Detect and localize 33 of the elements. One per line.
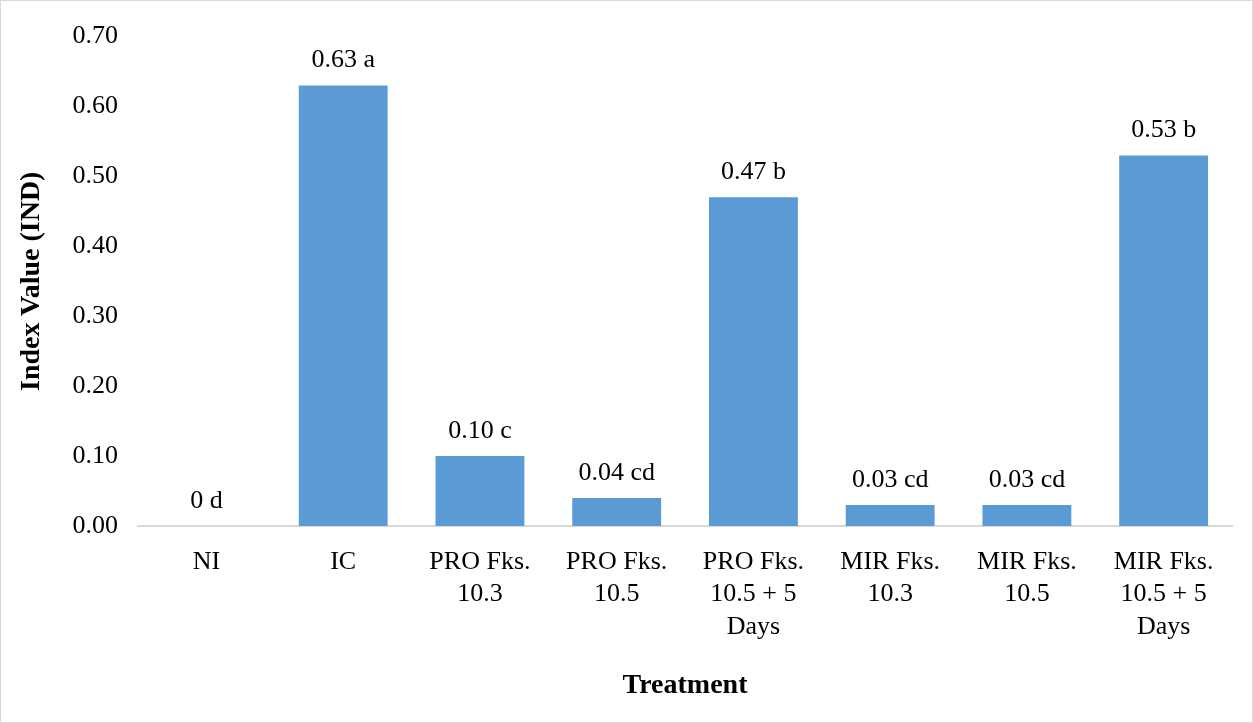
data-label: 0.04 cd	[578, 456, 655, 486]
x-tick-label: MIR Fks. 10.5	[977, 545, 1077, 608]
bar	[1119, 155, 1209, 526]
y-tick-label: 0.60	[72, 90, 119, 120]
y-tick-label: 0.10	[72, 439, 119, 469]
data-label: 0.47 b	[720, 156, 786, 186]
x-tick-label: PRO Fks. 10.5 + 5 Days	[702, 545, 804, 640]
y-tick-label: 0.70	[72, 20, 119, 50]
y-tick-label: 0.40	[72, 230, 119, 260]
bar	[708, 197, 798, 526]
bar	[435, 456, 525, 526]
x-tick-label: IC	[330, 545, 357, 575]
y-tick-label: 0.50	[72, 160, 119, 190]
x-axis-title: Treatment	[622, 668, 749, 700]
y-axis-title: Index Value (IND)	[14, 171, 46, 391]
x-tick-label: MIR Fks. 10.5 + 5 Days	[1113, 545, 1214, 640]
data-label: 0 d	[190, 484, 223, 514]
x-tick-label: PRO Fks. 10.3	[429, 545, 531, 608]
x-tick-label: NI	[192, 545, 221, 575]
y-tick-label: 0.00	[72, 509, 119, 539]
x-tick-label: MIR Fks. 10.3	[840, 545, 941, 608]
bar	[298, 85, 388, 526]
data-label: 0.53 b	[1131, 114, 1197, 144]
x-tick-label: PRO Fks. 10.5	[566, 545, 668, 608]
data-label: 0.03 cd	[851, 463, 929, 493]
bar	[845, 504, 935, 526]
y-tick-label: 0.20	[72, 369, 119, 399]
y-tick-label: 0.30	[72, 300, 119, 330]
bar	[982, 504, 1072, 526]
data-label: 0.63 a	[311, 44, 376, 74]
data-label: 0.10 c	[448, 414, 512, 444]
data-label: 0.03 cd	[988, 463, 1066, 493]
bar	[572, 497, 662, 526]
